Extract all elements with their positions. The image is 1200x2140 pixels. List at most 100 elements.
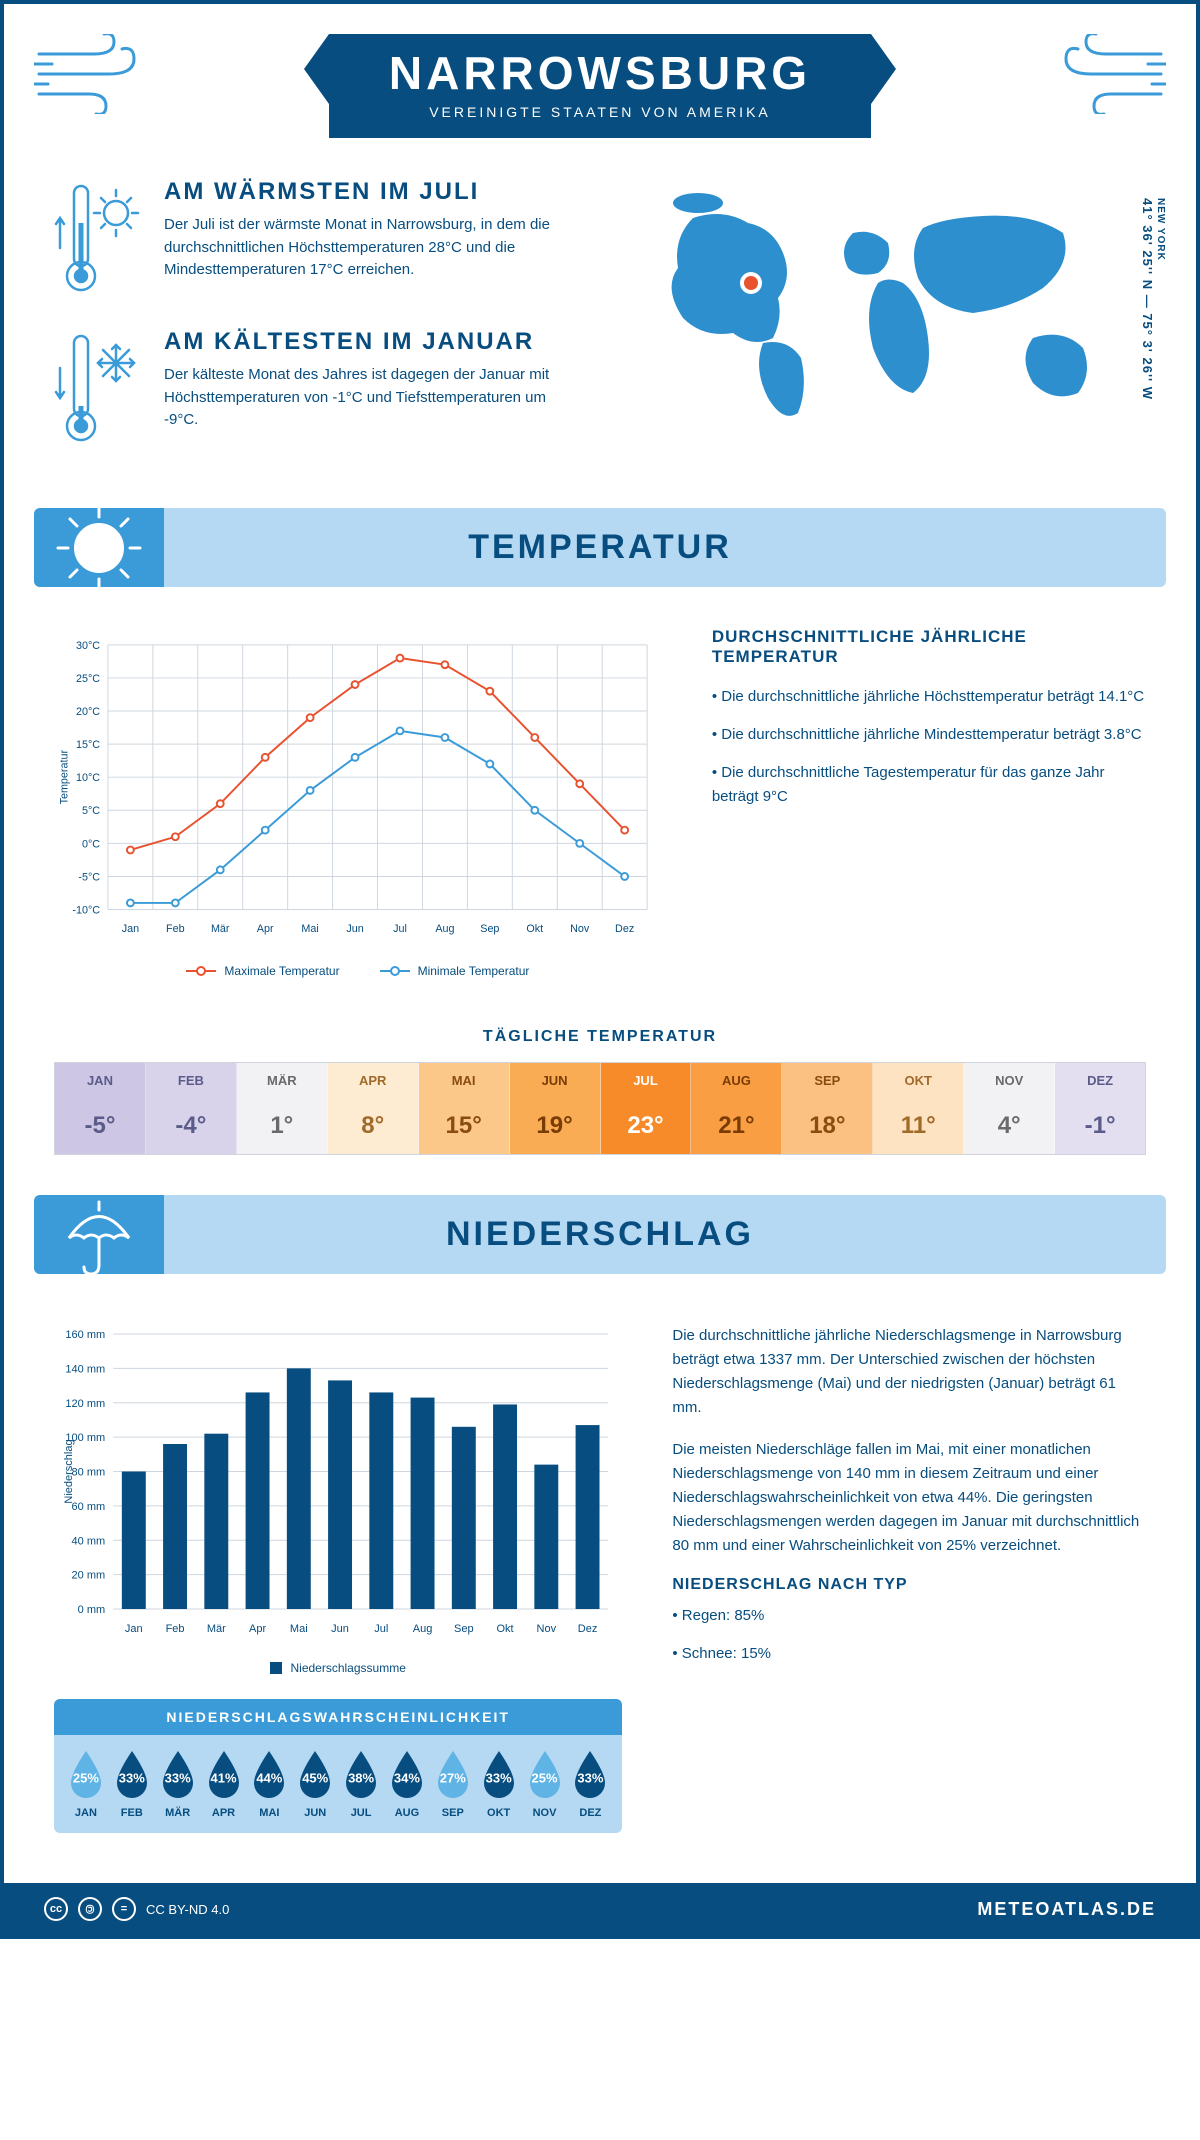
sun-icon xyxy=(34,508,164,587)
drop-pct: 33% xyxy=(119,1770,145,1785)
temp-body: -10°C-5°C0°C5°C10°C15°C20°C25°C30°CJanFe… xyxy=(4,587,1196,998)
daily-cell: JUN19° xyxy=(510,1063,601,1154)
temp-bullet: • Die durchschnittliche jährliche Mindes… xyxy=(712,723,1146,747)
svg-text:Jul: Jul xyxy=(393,923,407,935)
section-title-precip: NIEDERSCHLAG xyxy=(54,1215,1146,1254)
svg-text:Feb: Feb xyxy=(166,1623,185,1635)
raindrop-icon: 34% xyxy=(386,1749,428,1801)
svg-text:0 mm: 0 mm xyxy=(78,1604,106,1616)
raindrop-icon: 33% xyxy=(478,1749,520,1801)
prob-month: SEP xyxy=(431,1807,475,1819)
svg-text:Nov: Nov xyxy=(570,923,590,935)
temp-side: DURCHSCHNITTLICHE JÄHRLICHE TEMPERATUR •… xyxy=(712,627,1146,978)
daily-month: OKT xyxy=(873,1063,963,1098)
svg-text:Nov: Nov xyxy=(537,1623,557,1635)
svg-text:Feb: Feb xyxy=(166,923,185,935)
svg-text:30°C: 30°C xyxy=(76,640,100,652)
prob-month: MAI xyxy=(247,1807,291,1819)
drop-pct: 27% xyxy=(440,1770,466,1785)
daily-month: DEZ xyxy=(1055,1063,1145,1098)
prob-cell: 33% DEZ xyxy=(568,1749,612,1819)
coordinates: NEW YORK 41° 36' 25'' N — 75° 3' 26'' W xyxy=(1140,198,1166,400)
svg-text:120 mm: 120 mm xyxy=(65,1398,105,1410)
svg-text:15°C: 15°C xyxy=(76,739,100,751)
thermometer-cold-icon xyxy=(54,328,144,448)
daily-cell: FEB-4° xyxy=(146,1063,237,1154)
temp-side-title: DURCHSCHNITTLICHE JÄHRLICHE TEMPERATUR xyxy=(712,627,1146,667)
prob-row: 25% JAN 33% FEB 33% MÄR 41% APR 44% MAI … xyxy=(54,1735,622,1819)
prob-cell: 33% FEB xyxy=(110,1749,154,1819)
drop-pct: 25% xyxy=(73,1770,99,1785)
svg-text:140 mm: 140 mm xyxy=(65,1363,105,1375)
daily-value: 15° xyxy=(419,1098,509,1154)
daily-value: 1° xyxy=(237,1098,327,1154)
coords-text: 41° 36' 25'' N — 75° 3' 26'' W xyxy=(1140,198,1155,400)
legend-max-label: Maximale Temperatur xyxy=(224,964,339,978)
svg-text:Mär: Mär xyxy=(211,923,230,935)
footer-license: cc 🄯 = CC BY-ND 4.0 xyxy=(44,1897,229,1921)
intro-map: NEW YORK 41° 36' 25'' N — 75° 3' 26'' W xyxy=(620,178,1146,478)
daily-month: SEP xyxy=(782,1063,872,1098)
daily-month: JAN xyxy=(55,1063,145,1098)
coords-state: NEW YORK xyxy=(1155,198,1166,394)
raindrop-icon: 25% xyxy=(524,1749,566,1801)
svg-text:Sep: Sep xyxy=(480,923,499,935)
intro-facts: AM WÄRMSTEN IM JULI Der Juli ist der wär… xyxy=(54,178,580,478)
daily-cell: OKT11° xyxy=(873,1063,964,1154)
prob-cell: 25% NOV xyxy=(523,1749,567,1819)
drop-pct: 44% xyxy=(256,1770,282,1785)
daily-month: APR xyxy=(328,1063,418,1098)
drop-pct: 41% xyxy=(210,1770,236,1785)
prob-month: FEB xyxy=(110,1807,154,1819)
temp-chart-wrap: -10°C-5°C0°C5°C10°C15°C20°C25°C30°CJanFe… xyxy=(54,627,662,978)
by-icon: 🄯 xyxy=(78,1897,102,1921)
legend-precip: Niederschlagssumme xyxy=(270,1661,405,1675)
fact-coldest: AM KÄLTESTEN IM JANUAR Der kälteste Mona… xyxy=(54,328,580,448)
drop-pct: 34% xyxy=(394,1770,420,1785)
svg-text:Temperatur: Temperatur xyxy=(59,750,71,805)
prob-cell: 33% OKT xyxy=(477,1749,521,1819)
country-subtitle: VEREINIGTE STAATEN VON AMERIKA xyxy=(389,104,811,120)
daily-value: 8° xyxy=(328,1098,418,1154)
legend-min: .legend-item:nth-child(2) .legend-mark::… xyxy=(380,964,530,978)
section-header-precip: NIEDERSCHLAG xyxy=(34,1195,1166,1274)
temp-legend: .legend-item:nth-child(1) .legend-mark::… xyxy=(54,964,662,978)
title-banner: NARROWSBURG VEREINIGTE STAATEN VON AMERI… xyxy=(329,34,871,138)
raindrop-icon: 41% xyxy=(203,1749,245,1801)
temp-bullet: • Die durchschnittliche jährliche Höchst… xyxy=(712,685,1146,709)
svg-text:160 mm: 160 mm xyxy=(65,1329,105,1341)
license-text: CC BY-ND 4.0 xyxy=(146,1902,229,1917)
svg-text:Dez: Dez xyxy=(578,1623,598,1635)
svg-text:Aug: Aug xyxy=(435,923,454,935)
svg-text:Mär: Mär xyxy=(207,1623,226,1635)
daily-value: 4° xyxy=(964,1098,1054,1154)
svg-text:80 mm: 80 mm xyxy=(72,1467,106,1479)
svg-text:Apr: Apr xyxy=(249,1623,266,1635)
daily-value: -5° xyxy=(55,1098,145,1154)
raindrop-icon: 25% xyxy=(65,1749,107,1801)
section-title-temp: TEMPERATUR xyxy=(54,528,1146,567)
fact-cold-text: Der kälteste Monat des Jahres ist dagege… xyxy=(164,364,580,432)
raindrop-icon: 33% xyxy=(569,1749,611,1801)
prob-month: AUG xyxy=(385,1807,429,1819)
svg-text:40 mm: 40 mm xyxy=(72,1535,106,1547)
daily-cell: MÄR1° xyxy=(237,1063,328,1154)
prob-title: NIEDERSCHLAGSWAHRSCHEINLICHKEIT xyxy=(54,1699,622,1735)
header: NARROWSBURG VEREINIGTE STAATEN VON AMERI… xyxy=(4,4,1196,158)
daily-cell: JAN-5° xyxy=(55,1063,146,1154)
wind-icon xyxy=(1046,34,1166,114)
svg-text:Jun: Jun xyxy=(331,1623,349,1635)
prob-cell: 45% JUN xyxy=(293,1749,337,1819)
daily-cell: MAI15° xyxy=(419,1063,510,1154)
precip-legend: Niederschlagssumme xyxy=(54,1661,622,1675)
drop-pct: 33% xyxy=(577,1770,603,1785)
prob-month: OKT xyxy=(477,1807,521,1819)
svg-text:-5°C: -5°C xyxy=(78,871,100,883)
svg-text:5°C: 5°C xyxy=(82,805,100,817)
umbrella-icon xyxy=(34,1195,164,1274)
svg-text:Mai: Mai xyxy=(301,923,318,935)
raindrop-icon: 33% xyxy=(111,1749,153,1801)
svg-text:Okt: Okt xyxy=(496,1623,513,1635)
prob-month: JAN xyxy=(64,1807,108,1819)
daily-cell: NOV4° xyxy=(964,1063,1055,1154)
